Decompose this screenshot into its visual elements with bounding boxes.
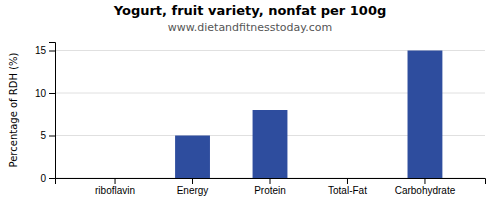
chart: 0 5 10 15 riboflavin Energy Protein Total-Fat Ca… bbox=[0, 0, 500, 200]
grid bbox=[55, 51, 485, 179]
y-tick-mark bbox=[49, 136, 55, 137]
y-tick-label: 10 bbox=[35, 88, 47, 99]
bar bbox=[408, 51, 443, 179]
x-axis: riboflavin Energy Protein Total-Fat Carbohyd… bbox=[56, 178, 486, 196]
x-tick-label: Total-Fat bbox=[328, 185, 367, 196]
bar bbox=[330, 178, 365, 179]
y-tick-mark bbox=[49, 178, 55, 179]
y-axis: 0 5 10 15 bbox=[35, 43, 56, 184]
y-tick: 15 bbox=[35, 45, 55, 56]
y-axis-title: Percentage of RDH (%) bbox=[8, 52, 19, 167]
y-axis-line bbox=[49, 43, 56, 179]
x-tick: riboflavin bbox=[95, 178, 135, 196]
y-tick-mark bbox=[49, 51, 55, 52]
x-tick: Energy bbox=[177, 178, 209, 196]
x-tick-mark bbox=[192, 178, 193, 184]
bar bbox=[175, 136, 210, 179]
x-tick-mark bbox=[347, 178, 348, 184]
bar bbox=[98, 178, 133, 179]
bars bbox=[175, 51, 442, 179]
title: Yogurt, fruit variety, nonfat per 100g bbox=[113, 3, 387, 18]
x-tick-mark bbox=[424, 178, 425, 184]
x-tick-mark bbox=[115, 178, 116, 184]
y-tick-label: 5 bbox=[40, 130, 46, 141]
y-tick-label: 0 bbox=[40, 173, 46, 184]
subtitle: www.dietandfitnesstoday.com bbox=[168, 21, 332, 34]
x-tick: Total-Fat bbox=[328, 178, 367, 196]
x-tick: Carbohydrate bbox=[395, 178, 456, 196]
x-axis-line bbox=[56, 179, 486, 185]
x-tick: Protein bbox=[254, 178, 286, 196]
y-tick-mark bbox=[49, 93, 55, 94]
y-tick: 10 bbox=[35, 88, 55, 99]
x-tick-mark bbox=[270, 178, 271, 184]
x-tick-label: riboflavin bbox=[95, 185, 135, 196]
y-tick-label: 15 bbox=[35, 45, 47, 56]
x-tick-label: Protein bbox=[254, 185, 286, 196]
x-tick-label: Energy bbox=[177, 185, 209, 196]
x-tick-label: Carbohydrate bbox=[395, 185, 456, 196]
y-tick: 5 bbox=[40, 130, 55, 141]
y-tick: 0 bbox=[40, 173, 55, 184]
bar bbox=[253, 110, 288, 178]
